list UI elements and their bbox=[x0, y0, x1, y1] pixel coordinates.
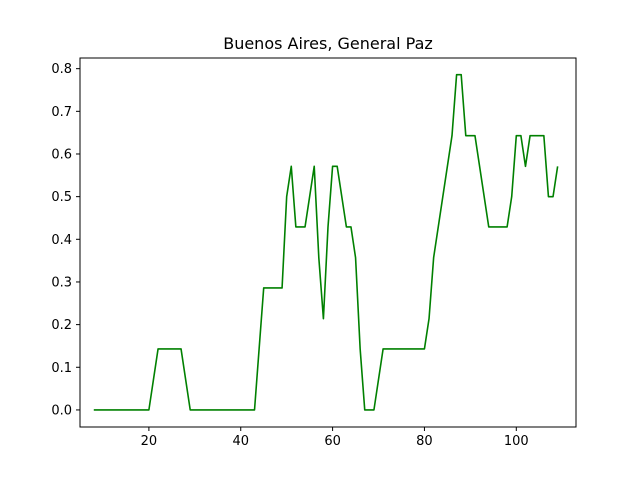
series-layer bbox=[93, 73, 559, 411]
y-tick-label: 0.4 bbox=[51, 233, 72, 248]
y-tick-label: 0.6 bbox=[51, 147, 72, 162]
x-tick-label: 40 bbox=[232, 434, 249, 449]
chart-title: Buenos Aires, General Paz bbox=[223, 34, 433, 53]
y-tick-label: 0.3 bbox=[51, 275, 72, 290]
x-tick-label: 60 bbox=[324, 434, 341, 449]
y-tick-label: 0.5 bbox=[51, 190, 72, 205]
x-tick-label: 20 bbox=[141, 434, 158, 449]
y-tick-label: 0.2 bbox=[51, 318, 72, 333]
y-tick-label: 0.1 bbox=[51, 361, 72, 376]
x-tick-label: 80 bbox=[416, 434, 433, 449]
y-tick-label: 0.0 bbox=[51, 403, 72, 418]
y-tick-label: 0.8 bbox=[51, 62, 72, 77]
y-tick-label: 0.7 bbox=[51, 105, 72, 120]
axes-frame bbox=[79, 57, 577, 428]
y-axis: 0.0 0.1 0.2 0.3 0.4 0.5 0.6 0.7 0.8 bbox=[51, 62, 80, 418]
series-line bbox=[93, 73, 559, 411]
x-axis: 20 40 60 80 100 bbox=[141, 427, 529, 449]
x-tick-label: 100 bbox=[504, 434, 529, 449]
